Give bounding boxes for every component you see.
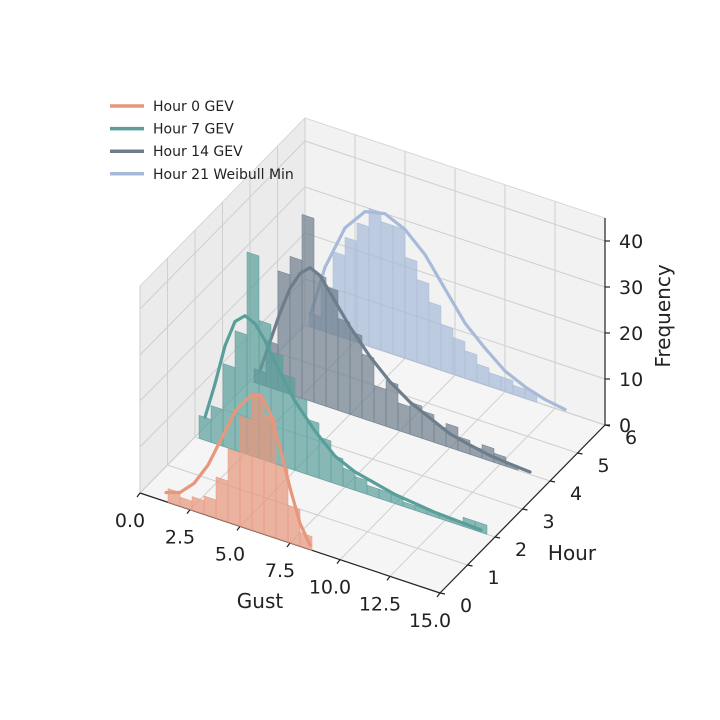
- x-tick-label: 7.5: [265, 560, 295, 582]
- histogram-bar: [337, 317, 351, 415]
- x-tick-label: 15.0: [409, 610, 451, 632]
- histogram-bar: [476, 363, 490, 387]
- y-tick-label: 5: [598, 455, 610, 477]
- y-tick: [522, 508, 528, 511]
- histogram-bar: [380, 221, 394, 355]
- grid-line: [139, 278, 306, 448]
- histogram-bar: [474, 520, 488, 535]
- histogram-bar: [392, 225, 406, 359]
- series-0: [164, 391, 313, 551]
- y-tick: [494, 536, 501, 539]
- x-tick: [386, 575, 391, 581]
- x-tick: [436, 592, 441, 598]
- grid-line: [139, 232, 306, 402]
- histogram-bar: [385, 379, 399, 431]
- histogram-bar: [275, 464, 289, 543]
- histogram-bar: [354, 476, 368, 495]
- legend-label: Hour 21 Weibull Min: [153, 167, 294, 183]
- z-tick-label: 20: [619, 323, 643, 345]
- grid-line: [304, 186, 606, 288]
- legend-label: Hour 14 GEV: [153, 144, 243, 160]
- x-tick: [236, 525, 241, 531]
- x-tick: [136, 492, 141, 498]
- legend-label: Hour 0 GEV: [153, 99, 234, 115]
- histogram-bar: [263, 414, 277, 539]
- x-axis-label: Gust: [237, 589, 284, 613]
- histogram-bar: [313, 273, 327, 407]
- y-tick: [467, 564, 473, 567]
- histogram-bar: [500, 376, 514, 395]
- z-tick-label: 10: [619, 369, 643, 391]
- histogram-bar: [198, 414, 212, 443]
- y-axis-label: Hour: [548, 541, 597, 565]
- x-tick: [286, 542, 291, 548]
- y-tick-label: 1: [488, 567, 500, 589]
- y-tick-label: 4: [570, 483, 582, 505]
- y-tick-label: 3: [543, 511, 555, 533]
- y-tick-label: 6: [625, 427, 637, 449]
- grid-line: [139, 140, 306, 310]
- histogram-bar: [222, 363, 236, 451]
- histogram-bar: [227, 448, 241, 527]
- histogram-bar: [361, 353, 375, 423]
- histogram-bar: [330, 454, 344, 487]
- z-tick-label: 0: [619, 415, 631, 437]
- y-tick: [549, 480, 556, 483]
- histogram-bar: [373, 385, 387, 427]
- histogram-bar: [368, 207, 382, 351]
- z-axis-label: Frequency: [651, 264, 675, 367]
- x-tick-label: 10.0: [309, 577, 351, 599]
- histogram-bar: [416, 279, 430, 367]
- histogram-bar: [251, 391, 265, 535]
- x-tick: [186, 509, 191, 515]
- histogram-bar: [349, 331, 363, 419]
- x-tick-label: 12.5: [359, 593, 401, 615]
- grid-line: [139, 186, 306, 356]
- histogram-bar: [239, 415, 253, 531]
- histogram-bar: [356, 222, 370, 347]
- histogram-bar: [428, 301, 442, 371]
- z-tick-label: 30: [619, 277, 643, 299]
- y-tick: [577, 452, 583, 455]
- legend-label: Hour 7 GEV: [153, 122, 234, 138]
- histogram-bar: [203, 495, 217, 519]
- y-tick: [439, 592, 446, 595]
- fit-curve: [309, 210, 567, 411]
- histogram-bar: [440, 323, 454, 375]
- x-tick: [336, 559, 341, 565]
- histogram-bar: [464, 350, 478, 383]
- fit-curve: [203, 314, 483, 532]
- fit-curve: [258, 266, 532, 474]
- legend: Hour 0 GEV Hour 7 GEV Hour 14 GEV Hour 21 W…: [110, 99, 294, 183]
- x-tick-label: 0.0: [115, 510, 145, 532]
- y-tick-label: 0: [460, 595, 472, 617]
- x-tick-label: 5.0: [215, 543, 245, 565]
- histogram-bar: [325, 286, 339, 411]
- grid-line: [304, 140, 606, 242]
- histogram-bar: [215, 476, 229, 523]
- chart-marks: [164, 207, 567, 551]
- y-tick-label: 2: [515, 539, 527, 561]
- fit-curve: [164, 393, 312, 547]
- histogram-bar: [301, 213, 315, 403]
- histogram-bar: [397, 402, 411, 435]
- histogram-bar: [404, 256, 418, 363]
- histogram-bar: [452, 337, 466, 379]
- x-tick-label: 2.5: [165, 527, 195, 549]
- z-tick-label: 40: [619, 231, 643, 253]
